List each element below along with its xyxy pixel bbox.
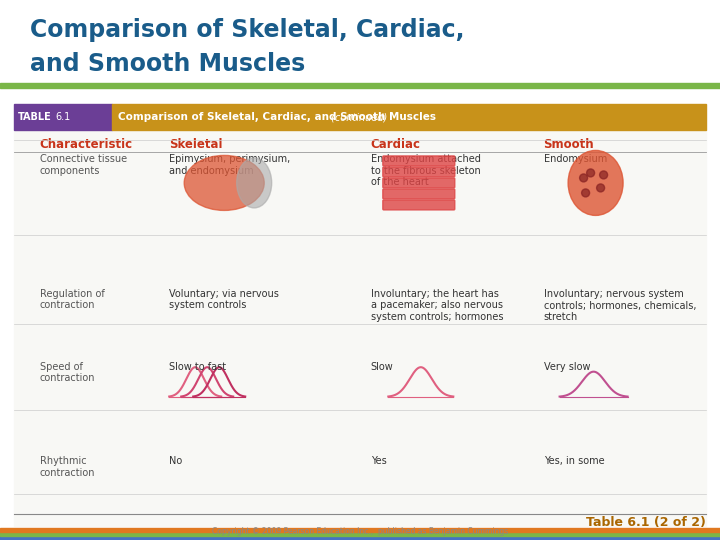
Text: Connective tissue
components: Connective tissue components (40, 154, 127, 176)
Text: Yes, in some: Yes, in some (544, 456, 604, 467)
Text: Endomysium attached
to the fibrous skeleton
of the heart: Endomysium attached to the fibrous skele… (371, 154, 481, 187)
Text: No: No (169, 456, 182, 467)
FancyBboxPatch shape (383, 156, 455, 166)
Text: Epimysium, perimysium,
and endomysium: Epimysium, perimysium, and endomysium (169, 154, 290, 176)
Ellipse shape (582, 189, 590, 197)
FancyBboxPatch shape (383, 167, 455, 177)
Ellipse shape (568, 151, 623, 215)
Bar (0, 536, 720, 540)
Text: Comparison of Skeletal, Cardiac, and Smooth Muscles: Comparison of Skeletal, Cardiac, and Smo… (118, 112, 436, 122)
Bar (0, 83, 720, 88)
Text: Regulation of
contraction: Regulation of contraction (40, 289, 104, 310)
Bar (0, 528, 720, 532)
Text: Smooth: Smooth (544, 138, 594, 151)
Bar (14, 104, 112, 130)
FancyBboxPatch shape (383, 200, 455, 210)
Text: (continued): (continued) (328, 112, 387, 122)
Ellipse shape (597, 184, 605, 192)
Text: Skeletal: Skeletal (169, 138, 222, 151)
Text: 6.1: 6.1 (55, 112, 71, 122)
Text: Comparison of Skeletal, Cardiac,: Comparison of Skeletal, Cardiac, (30, 18, 464, 42)
Text: Involuntary; nervous system
controls; hormones, chemicals,
stretch: Involuntary; nervous system controls; ho… (544, 289, 696, 322)
Text: Yes: Yes (371, 456, 387, 467)
FancyBboxPatch shape (383, 189, 455, 199)
Text: and Smooth Muscles: and Smooth Muscles (30, 52, 305, 76)
Text: Speed of
contraction: Speed of contraction (40, 362, 95, 383)
Text: Rhythmic
contraction: Rhythmic contraction (40, 456, 95, 478)
Text: Characteristic: Characteristic (40, 138, 132, 151)
Bar (14, 130, 706, 526)
Text: Copyright © 2009 Pearson Education Inc.,  published as Benjamin Cummings: Copyright © 2009 Pearson Education Inc.,… (212, 527, 508, 536)
Ellipse shape (600, 171, 608, 179)
Text: Involuntary; the heart has
a pacemaker; also nervous
system controls; hormones: Involuntary; the heart has a pacemaker; … (371, 289, 503, 322)
Ellipse shape (587, 169, 595, 177)
Text: Slow: Slow (371, 362, 394, 372)
Text: Table 6.1 (2 of 2): Table 6.1 (2 of 2) (586, 516, 706, 529)
Text: Very slow: Very slow (544, 362, 590, 372)
Bar (0, 532, 720, 536)
Ellipse shape (237, 158, 271, 208)
Text: Slow to fast: Slow to fast (169, 362, 226, 372)
Text: TABLE: TABLE (18, 112, 52, 122)
Ellipse shape (580, 174, 588, 182)
Text: Endomysium: Endomysium (544, 154, 607, 164)
Text: Cardiac: Cardiac (371, 138, 420, 151)
Text: Voluntary; via nervous
system controls: Voluntary; via nervous system controls (169, 289, 279, 310)
FancyBboxPatch shape (383, 178, 455, 188)
Bar (112, 104, 706, 130)
Ellipse shape (184, 156, 264, 211)
